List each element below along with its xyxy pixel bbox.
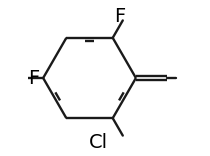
Text: F: F	[114, 7, 125, 26]
Text: F: F	[28, 69, 39, 88]
Text: Cl: Cl	[88, 133, 108, 152]
